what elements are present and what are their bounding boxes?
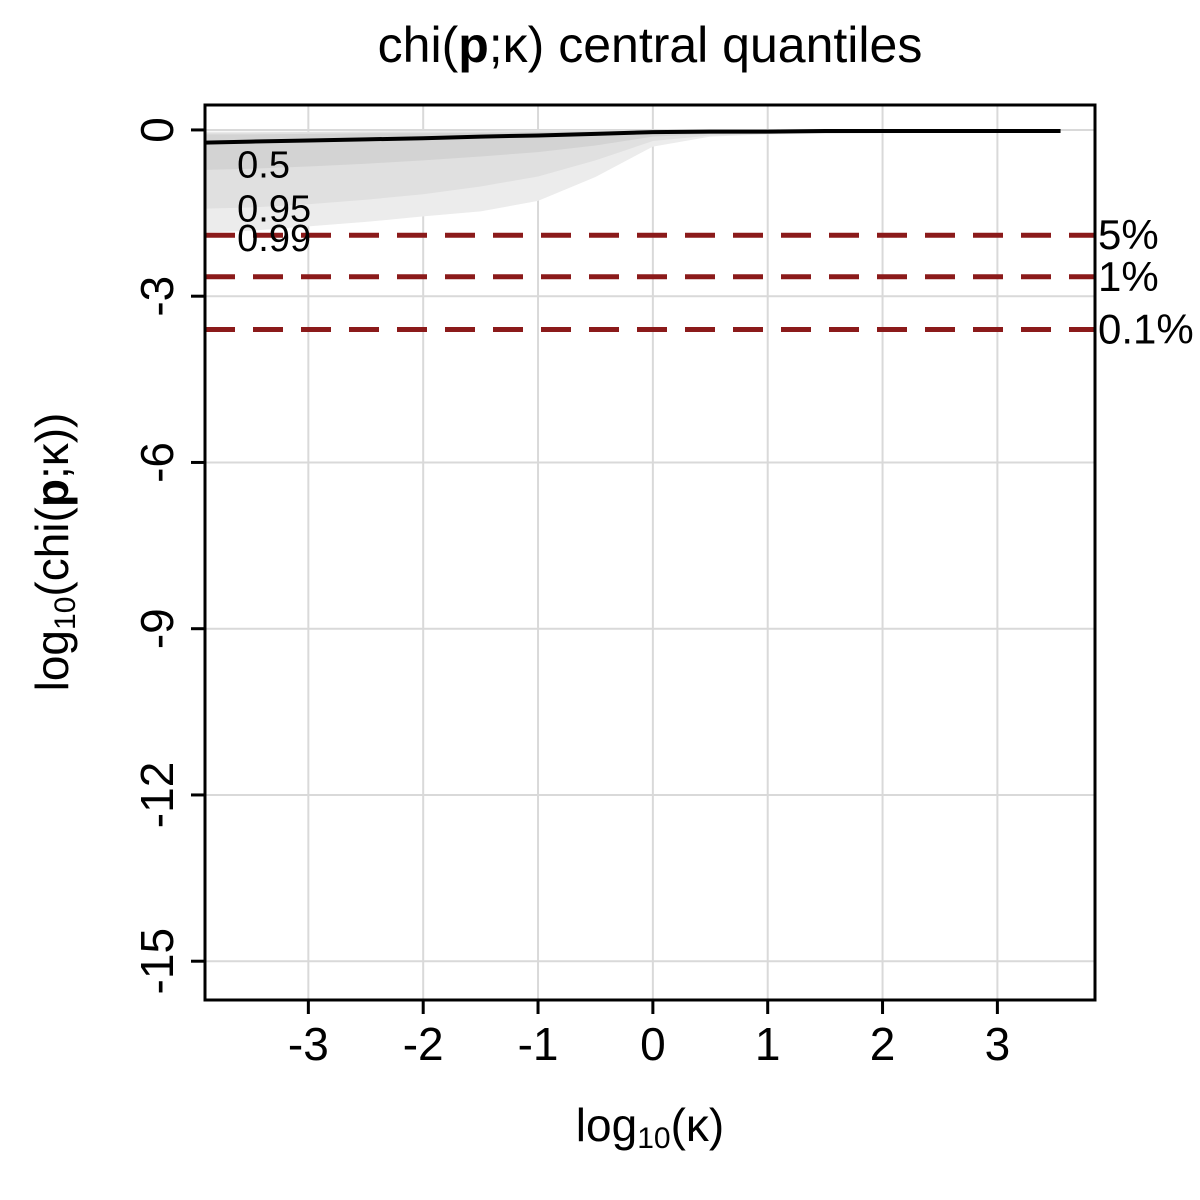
x-label-sub: 10 <box>637 1121 671 1155</box>
title-pre: chi( <box>377 17 459 73</box>
threshold-label-0.1%: 0.1% <box>1098 305 1194 352</box>
y-axis-label: log10(chi(p;κ)) <box>25 412 82 692</box>
plot-border <box>203 103 1097 1002</box>
y-label-sub: 10 <box>48 596 82 630</box>
y-tick-label: -3 <box>131 276 183 317</box>
title-bold-p: p <box>458 17 489 73</box>
y-tick-label: -15 <box>131 928 183 994</box>
y-label-arg-pre: (chi( <box>26 507 78 597</box>
quantile-bands <box>205 130 1061 233</box>
threshold-label-1%: 1% <box>1098 253 1159 300</box>
y-tick-label: 0 <box>131 117 183 143</box>
y-label-fn: log <box>26 629 78 692</box>
x-label-fn: log <box>575 1099 638 1151</box>
band-annotation-0.95: 0.95 <box>237 189 311 231</box>
x-tick-label: 0 <box>640 1018 666 1070</box>
median-line <box>204 129 1061 145</box>
y-label-bold-p: p <box>26 479 78 508</box>
x-tick-label: -3 <box>288 1018 329 1070</box>
x-label-arg: (κ) <box>670 1099 725 1151</box>
band-annotation-0.5: 0.5 <box>237 144 290 186</box>
band-annotations: 0.50.950.99 <box>237 144 311 260</box>
threshold-label-5%: 5% <box>1098 211 1159 258</box>
y-tick-label: -12 <box>131 762 183 828</box>
chart-title: chi(p;κ) central quantiles <box>205 18 1095 73</box>
x-axis-label: log10(κ) <box>205 1098 1095 1155</box>
threshold-labels: 5%1% 0.1% <box>1098 211 1194 352</box>
y-tick-label: -9 <box>131 608 183 649</box>
band-annotation-0.99: 0.99 <box>237 218 311 260</box>
title-post: ;κ) central quantiles <box>488 17 923 73</box>
grid-lines <box>205 105 1095 1000</box>
axis-ticks <box>191 128 999 1014</box>
tick-labels: -3 -2 -1 0 1 2 3 0 -3 -6 -9 -12 -15 <box>131 117 1010 1070</box>
x-tick-label: 3 <box>985 1018 1011 1070</box>
threshold-lines <box>205 232 1095 332</box>
x-tick-label: -1 <box>518 1018 559 1070</box>
x-tick-label: 1 <box>755 1018 781 1070</box>
y-tick-label: -6 <box>131 442 183 483</box>
x-tick-label: 2 <box>870 1018 896 1070</box>
x-tick-label: -2 <box>403 1018 444 1070</box>
y-label-arg-post: ;κ)) <box>26 412 78 480</box>
